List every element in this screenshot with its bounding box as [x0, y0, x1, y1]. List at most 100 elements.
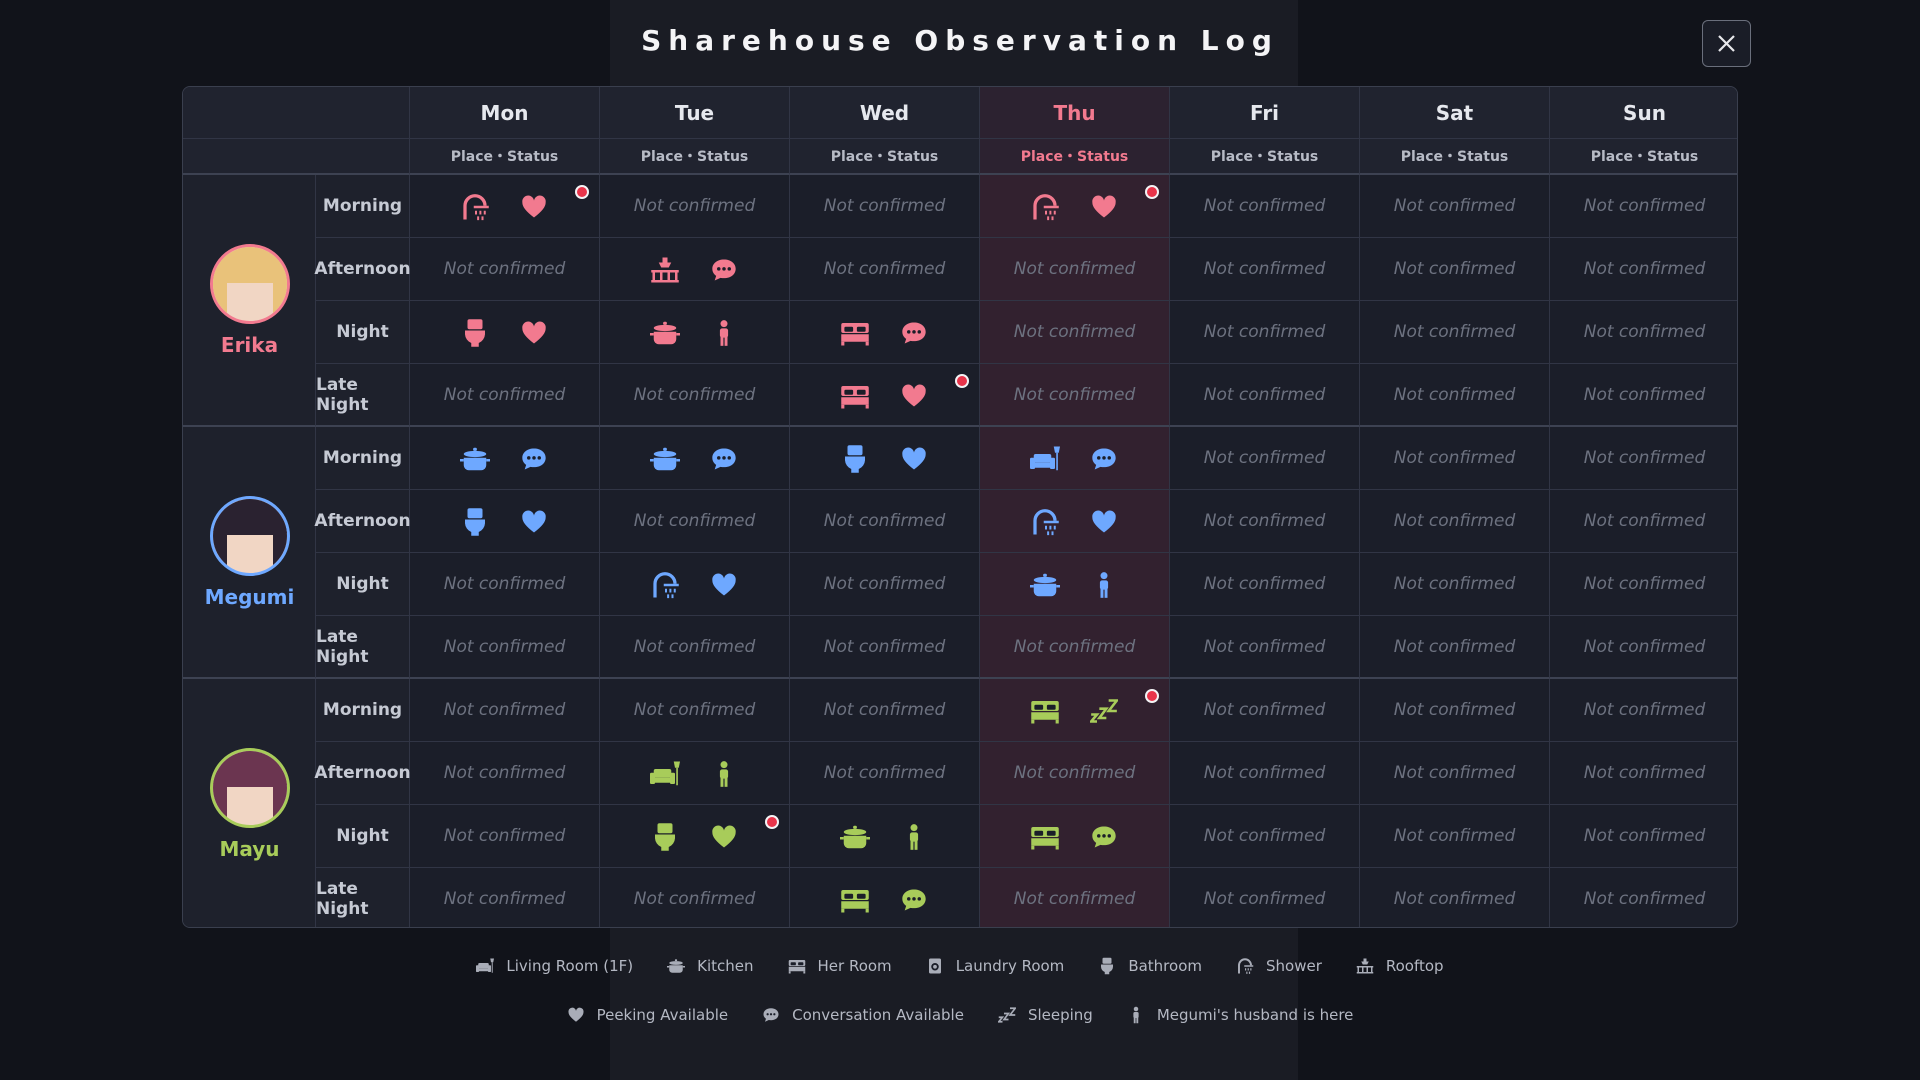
log-cell: [790, 364, 980, 427]
pot-icon: [650, 318, 680, 348]
pot-icon: [840, 822, 870, 852]
log-cell: Not confirmed: [1360, 553, 1550, 616]
person-icon: [1090, 571, 1118, 599]
character-name: Megumi: [204, 585, 295, 609]
log-cell: Not confirmed: [1550, 427, 1737, 490]
day-header: Thu: [980, 87, 1170, 139]
heart-icon: [520, 319, 548, 347]
log-cell: Not confirmed: [1170, 175, 1360, 238]
corner: [183, 87, 410, 139]
log-cell: Not confirmed: [600, 175, 790, 238]
log-cell: [980, 679, 1170, 742]
log-cell: [980, 553, 1170, 616]
log-cell: Not confirmed: [600, 364, 790, 427]
bed-icon: [788, 957, 806, 975]
log-cell: Not confirmed: [980, 742, 1170, 805]
slot-label: Afternoon: [314, 490, 411, 553]
avatar: [209, 496, 290, 576]
log-cell: Not confirmed: [980, 301, 1170, 364]
log-cell: [790, 805, 980, 868]
log-cell: Not confirmed: [790, 679, 980, 742]
toilet-icon: [460, 318, 490, 348]
new-indicator: [765, 815, 779, 829]
log-cell: Not confirmed: [1550, 238, 1737, 301]
legend-item: Shower: [1236, 957, 1322, 975]
legend-label: Shower: [1266, 957, 1322, 975]
bed-icon: [840, 885, 870, 915]
pot-icon: [667, 957, 685, 975]
roof-icon: [650, 255, 680, 285]
log-cell: [600, 238, 790, 301]
log-cell: Not confirmed: [1170, 427, 1360, 490]
bed-icon: [840, 381, 870, 411]
pot-icon: [460, 444, 490, 474]
log-cell: Not confirmed: [980, 616, 1170, 679]
legend-label: Her Room: [817, 957, 892, 975]
log-cell: Not confirmed: [410, 553, 600, 616]
log-cell: Not confirmed: [1550, 490, 1737, 553]
heart-icon: [567, 1006, 585, 1024]
bubble-icon: [520, 445, 548, 473]
log-cell: [790, 427, 980, 490]
slot-label: Late Night: [316, 868, 410, 927]
log-cell: Not confirmed: [1550, 679, 1737, 742]
bed-icon: [840, 318, 870, 348]
legend-label: Sleeping: [1027, 1006, 1093, 1024]
heart-icon: [710, 571, 738, 599]
log-cell: Not confirmed: [1360, 490, 1550, 553]
slot-label: Morning: [316, 427, 410, 490]
avatar: [209, 244, 290, 324]
log-cell: Not confirmed: [1170, 301, 1360, 364]
legend-item: Sleeping: [998, 1006, 1093, 1024]
log-cell: [410, 490, 600, 553]
avatar-hair: [212, 771, 227, 825]
bubble-icon: [762, 1006, 780, 1024]
character-block: Mayu: [183, 679, 316, 927]
column-subheader: Place・Status: [1170, 139, 1360, 175]
toilet-icon: [650, 822, 680, 852]
bubble-icon: [900, 886, 928, 914]
heart-icon: [900, 382, 928, 410]
log-cell: Not confirmed: [600, 679, 790, 742]
status-legend: Peeking Available Conversation Available S…: [0, 1006, 1920, 1024]
log-cell: Not confirmed: [790, 742, 980, 805]
legend-item: Living Room (1F): [476, 957, 633, 975]
day-header: Mon: [410, 87, 600, 139]
column-subheader: Place・Status: [410, 139, 600, 175]
log-cell: Not confirmed: [1550, 616, 1737, 679]
log-cell: Not confirmed: [980, 238, 1170, 301]
close-button[interactable]: [1702, 20, 1751, 67]
log-cell: Not confirmed: [790, 616, 980, 679]
day-header: Tue: [600, 87, 790, 139]
log-cell: Not confirmed: [410, 742, 600, 805]
shower-icon: [1030, 507, 1060, 537]
person-icon: [710, 319, 738, 347]
toilet-icon: [1098, 957, 1116, 975]
bubble-icon: [1090, 445, 1118, 473]
log-cell: [980, 427, 1170, 490]
place-legend: Living Room (1F) Kitchen Her Room Laundry R…: [0, 957, 1920, 975]
log-cell: [410, 301, 600, 364]
person-icon: [710, 760, 738, 788]
log-cell: Not confirmed: [410, 805, 600, 868]
log-cell: Not confirmed: [410, 364, 600, 427]
person-icon: [900, 823, 928, 851]
log-cell: Not confirmed: [1360, 427, 1550, 490]
person-icon: [1127, 1006, 1145, 1024]
sofa-icon: [650, 759, 680, 789]
log-cell: Not confirmed: [1550, 868, 1737, 927]
log-cell: Not confirmed: [1550, 742, 1737, 805]
log-cell: [410, 175, 600, 238]
log-cell: Not confirmed: [1360, 238, 1550, 301]
heart-icon: [520, 193, 548, 221]
legend-item: Bathroom: [1098, 957, 1202, 975]
log-cell: Not confirmed: [1360, 616, 1550, 679]
bubble-icon: [900, 319, 928, 347]
legend-item: Rooftop: [1356, 957, 1444, 975]
toilet-icon: [460, 507, 490, 537]
washer-icon: [926, 957, 944, 975]
roof-icon: [1356, 957, 1374, 975]
toilet-icon: [840, 444, 870, 474]
slot-label: Morning: [316, 679, 410, 742]
log-cell: Not confirmed: [1170, 553, 1360, 616]
